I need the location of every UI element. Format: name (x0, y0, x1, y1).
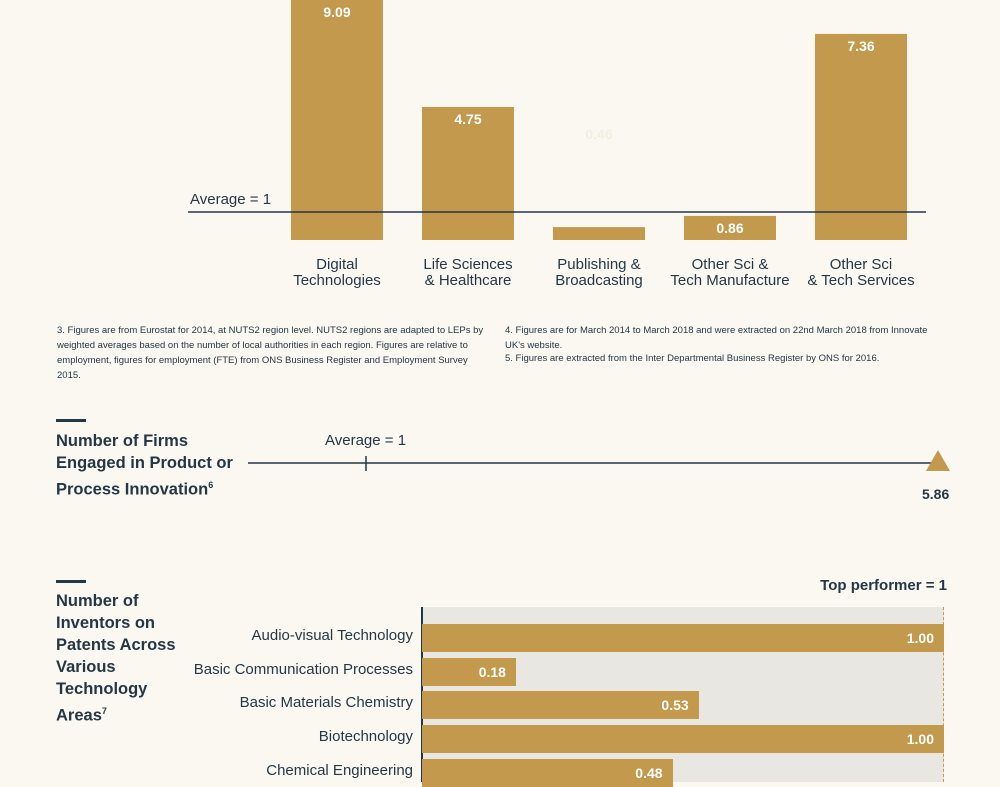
firms-title-line-1: Number of Firms (56, 432, 189, 450)
bar (422, 107, 514, 240)
patents-title-line-2: Inventors on (56, 614, 156, 632)
top-performer-line (943, 607, 944, 782)
bar (815, 33, 907, 240)
patent-bar-value: 0.48 (635, 765, 663, 781)
footnote-5: 5. Figures are extracted from the Inter … (505, 353, 880, 364)
firms-line-chart (248, 450, 950, 471)
firms-title-line-3: Process Innovation6 (56, 480, 214, 499)
faint-value-label: 0.46 (585, 126, 612, 142)
patent-bar (422, 691, 699, 719)
patents-title-line-1: Number of (56, 592, 139, 610)
bar (291, 0, 383, 241)
section-rule (56, 419, 86, 422)
patent-bar-value: 1.00 (906, 731, 934, 747)
bar-value-label: 0.86 (716, 220, 743, 236)
patent-category-label: Basic Communication Processes (193, 661, 413, 678)
firms-value-marker (926, 450, 950, 471)
category-label: Digital (316, 256, 358, 273)
footnote-3: 3. Figures are from Eurostat for 2014, a… (57, 325, 484, 381)
bar-value-label: 9.09 (323, 4, 350, 20)
bar-value-label: 4.75 (454, 111, 481, 127)
patent-bar-value: 0.53 (661, 697, 689, 713)
category-label: & Tech Services (807, 272, 914, 289)
patent-bar (422, 725, 944, 753)
category-label: Other Sci & (692, 256, 769, 273)
patent-bar-value: 0.18 (478, 664, 506, 680)
category-label: Broadcasting (555, 272, 643, 289)
category-label: Technologies (293, 272, 381, 289)
patent-bar-value: 1.00 (906, 630, 934, 646)
firms-title-line-2: Engaged in Product or (56, 454, 233, 472)
category-label: Publishing & (557, 256, 640, 273)
firms-title: Number of Firms Engaged in Product or Pr… (56, 430, 256, 501)
category-label: Life Sciences (423, 256, 512, 273)
section-rule (56, 580, 86, 583)
category-label: Other Sci (830, 256, 893, 273)
average-label: Average = 1 (190, 191, 271, 208)
firms-average-label: Average = 1 (325, 432, 407, 449)
patent-category-label: Chemical Engineering (266, 762, 413, 779)
patent-category-label: Biotechnology (318, 728, 413, 745)
top-performer-label: Top performer = 1 (820, 577, 947, 594)
patents-title-line-5: Technology (56, 680, 148, 698)
category-label: & Healthcare (425, 272, 512, 289)
bar-value-label: 7.36 (847, 38, 874, 54)
category-label: Tech Manufacture (670, 272, 789, 289)
patent-category-label: Basic Materials Chemistry (239, 694, 413, 711)
patents-title-line-6: Areas7 (56, 706, 107, 725)
patents-title-line-3: Patents Across (56, 636, 176, 654)
patents-title-line-4: Various (56, 658, 116, 676)
bar (553, 227, 645, 240)
footnote-4: 4. Figures are for March 2014 to March 2… (505, 325, 928, 351)
patent-bar (422, 624, 944, 652)
patent-category-label: Audio-visual Technology (251, 627, 414, 644)
patent-bar (422, 658, 516, 686)
firms-value-label: 5.86 (922, 486, 950, 502)
patents-title: Number of Inventors on Patents Across Va… (56, 590, 186, 727)
bar (684, 215, 776, 240)
